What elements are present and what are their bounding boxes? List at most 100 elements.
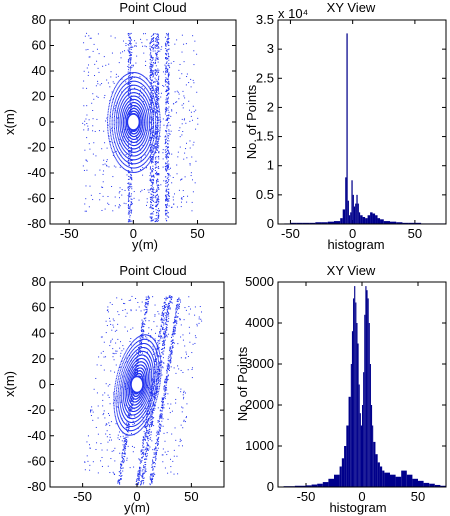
cloud-point bbox=[156, 117, 158, 119]
cloud-point bbox=[158, 96, 160, 98]
cloud-point bbox=[127, 161, 129, 163]
cloud-point bbox=[165, 176, 167, 178]
cloud-point bbox=[124, 50, 126, 52]
cloud-point bbox=[125, 151, 127, 153]
cloud-point bbox=[147, 148, 149, 150]
cloud-point bbox=[118, 163, 120, 165]
cloud-point bbox=[158, 201, 160, 203]
cloud-point bbox=[141, 135, 143, 137]
histogram-bar bbox=[383, 221, 390, 224]
cloud-point bbox=[157, 44, 159, 46]
cloud-point bbox=[128, 196, 130, 198]
cloud-point bbox=[154, 127, 156, 129]
cloud-point bbox=[127, 90, 129, 92]
cloud-point bbox=[115, 84, 117, 86]
cloud-point bbox=[114, 100, 116, 102]
cloud-point bbox=[129, 111, 131, 113]
cloud-point bbox=[150, 216, 152, 218]
cloud-point bbox=[108, 106, 110, 108]
cloud-point bbox=[142, 88, 144, 90]
cloud-point bbox=[153, 187, 155, 189]
cloud-point bbox=[142, 145, 144, 147]
cloud-point bbox=[126, 128, 128, 130]
cloud-point bbox=[141, 116, 143, 118]
cloud-point bbox=[188, 109, 190, 111]
cloud-point bbox=[147, 96, 149, 98]
cloud-point bbox=[165, 214, 167, 216]
cloud-point bbox=[125, 42, 127, 44]
cloud-point bbox=[165, 166, 167, 168]
cloud-point bbox=[148, 191, 150, 193]
cloud-point bbox=[129, 86, 131, 88]
cloud-point bbox=[154, 134, 156, 136]
cloud-point bbox=[149, 150, 151, 152]
cloud-point bbox=[116, 112, 118, 114]
cloud-point bbox=[155, 209, 157, 211]
cloud-point bbox=[123, 126, 125, 128]
cloud-point bbox=[145, 145, 147, 147]
cloud-point bbox=[119, 107, 121, 109]
cloud-point bbox=[167, 201, 169, 203]
cloud-point bbox=[158, 184, 160, 186]
cloud-point bbox=[127, 200, 129, 202]
cloud-point bbox=[129, 221, 131, 223]
cloud-point bbox=[142, 126, 144, 128]
cloud-point bbox=[156, 142, 158, 144]
cloud-point bbox=[156, 83, 158, 85]
cloud-point bbox=[130, 177, 132, 179]
cloud-point bbox=[125, 144, 127, 146]
cloud-point bbox=[128, 59, 130, 61]
cloud-point bbox=[142, 117, 144, 119]
cloud-point bbox=[152, 147, 154, 149]
plot-area-frame bbox=[49, 19, 237, 225]
cloud-point bbox=[140, 125, 142, 127]
cloud-point bbox=[165, 140, 167, 142]
cloud-point bbox=[145, 108, 147, 110]
cloud-point bbox=[144, 112, 146, 114]
cloud-point bbox=[107, 109, 109, 111]
cloud-point bbox=[123, 115, 125, 117]
cloud-point bbox=[87, 74, 89, 76]
cloud-point bbox=[169, 67, 171, 69]
cloud-point bbox=[147, 122, 149, 123]
cloud-point bbox=[158, 215, 160, 217]
cloud-point bbox=[178, 93, 180, 95]
cloud-point bbox=[124, 131, 126, 133]
cloud-point bbox=[138, 157, 140, 159]
cloud-point bbox=[150, 131, 152, 133]
cloud-point bbox=[127, 77, 129, 79]
cloud-point bbox=[152, 219, 154, 221]
cloud-point bbox=[156, 218, 158, 220]
cloud-point bbox=[133, 72, 135, 74]
cloud-point bbox=[131, 203, 133, 205]
cloud-point bbox=[136, 171, 138, 173]
cloud-point bbox=[125, 160, 127, 162]
cloud-point bbox=[144, 95, 146, 97]
cloud-point bbox=[131, 106, 133, 108]
cloud-point bbox=[133, 159, 135, 161]
cloud-point bbox=[165, 90, 167, 92]
cloud-point bbox=[130, 155, 132, 157]
cloud-point bbox=[129, 37, 131, 39]
cloud-point bbox=[124, 123, 126, 125]
cloud-point bbox=[165, 43, 167, 45]
cloud-point bbox=[149, 175, 151, 177]
cloud-point bbox=[156, 52, 158, 54]
cloud-point bbox=[155, 91, 157, 93]
cloud-point bbox=[153, 43, 155, 45]
cloud-point bbox=[134, 171, 136, 173]
cloud-point bbox=[155, 200, 157, 202]
cloud-point bbox=[151, 119, 153, 121]
cloud-point bbox=[120, 112, 122, 114]
cloud-point bbox=[130, 135, 132, 137]
cloud-point bbox=[143, 52, 145, 54]
cloud-point bbox=[145, 166, 147, 168]
cloud-point bbox=[126, 116, 128, 118]
cloud-point bbox=[143, 80, 145, 82]
cloud-point bbox=[153, 90, 155, 92]
cloud-point bbox=[152, 115, 154, 117]
cloud-point bbox=[166, 50, 168, 52]
cloud-point bbox=[152, 38, 154, 40]
cloud-point bbox=[141, 151, 143, 153]
cloud-point bbox=[152, 128, 154, 130]
